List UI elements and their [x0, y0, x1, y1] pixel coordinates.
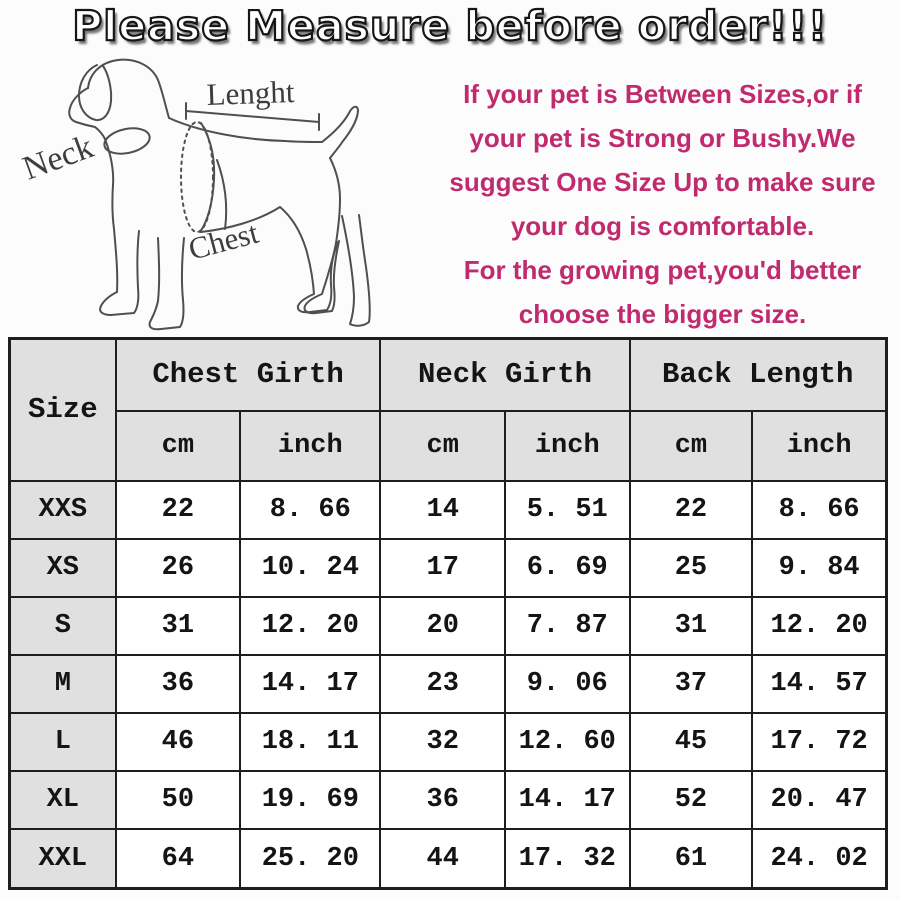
- table-unit-row: cm inch cm inch cm inch: [10, 409, 888, 482]
- value-cell: 8. 66: [239, 479, 382, 540]
- table-row: L 46 18. 11 32 12. 60 45 17. 72: [8, 712, 888, 773]
- unit-header: inch: [503, 409, 631, 482]
- value-cell: 12. 20: [239, 595, 382, 656]
- dog-measurement-diagram: Neck Lenght Chest: [18, 58, 371, 331]
- size-cell: M: [8, 653, 117, 715]
- value-cell: 17: [379, 537, 506, 598]
- page-title: Please Measure before order!!!: [71, 1, 828, 51]
- value-cell: 36: [114, 653, 242, 715]
- value-cell: 44: [379, 828, 506, 890]
- value-cell: 46: [114, 712, 242, 773]
- size-cell: XXL: [8, 828, 117, 890]
- value-cell: 23: [379, 653, 506, 715]
- dog-front-leg-far-outline: [148, 237, 185, 331]
- value-cell: 61: [628, 828, 754, 890]
- dog-rear-leg-outline: [303, 157, 341, 315]
- unit-header: cm: [628, 409, 754, 482]
- advice-line: choose the bigger size.: [518, 299, 807, 329]
- size-chart: Size Chest Girth Neck Girth Back Length …: [8, 337, 888, 890]
- value-cell: 18. 11: [239, 712, 382, 773]
- table-row: S 31 12. 20 20 7. 87 31 12. 20: [8, 595, 888, 656]
- neck-girth-header: Neck Girth: [379, 337, 631, 412]
- table-row: XXL 64 25. 20 44 17. 32 61 24. 02: [8, 828, 888, 890]
- neck-girth-loop: [103, 127, 151, 155]
- value-cell: 10. 24: [239, 537, 382, 598]
- length-label: Lenght: [206, 74, 295, 112]
- dog-belly-line: [200, 206, 281, 233]
- value-cell: 32: [379, 712, 506, 773]
- value-cell: 26: [114, 537, 242, 598]
- value-cell: 17. 32: [503, 828, 631, 890]
- value-cell: 36: [379, 770, 506, 831]
- unit-header: cm: [379, 409, 506, 482]
- dog-back-line: [168, 117, 323, 143]
- value-cell: 9. 06: [503, 653, 631, 715]
- table-row: XS 26 10. 24 17 6. 69 25 9. 84: [8, 537, 888, 598]
- size-cell: XS: [8, 537, 117, 598]
- dog-thigh-outline: [279, 206, 339, 314]
- value-cell: 5. 51: [503, 479, 631, 540]
- value-cell: 24. 02: [751, 828, 888, 890]
- dog-tail-outline: [321, 105, 359, 159]
- value-cell: 9. 84: [751, 537, 888, 598]
- size-cell: XXS: [8, 479, 117, 540]
- value-cell: 22: [628, 479, 754, 540]
- dog-rear-leg-far-outline: [341, 214, 371, 327]
- advice-line: For the growing pet,you'd better: [463, 255, 862, 285]
- size-column-header: Size: [8, 337, 117, 482]
- value-cell: 12. 20: [751, 595, 888, 656]
- length-measure-line: [185, 102, 320, 131]
- chest-girth-ellipse: [180, 121, 214, 233]
- value-cell: 6. 69: [503, 537, 631, 598]
- table-row: XL 50 19. 69 36 14. 17 52 20. 47: [8, 770, 888, 831]
- value-cell: 14. 17: [503, 770, 631, 831]
- unit-header: inch: [751, 409, 888, 482]
- chest-girth-header: Chest Girth: [114, 337, 382, 412]
- value-cell: 20: [379, 595, 506, 656]
- size-cell: XL: [8, 770, 117, 831]
- value-cell: 25: [628, 537, 754, 598]
- table-row: XXS 22 8. 66 14 5. 51 22 8. 66: [8, 479, 888, 540]
- chest-harness-line: [199, 122, 216, 233]
- dog-front-leg-outline: [99, 138, 140, 316]
- value-cell: 22: [114, 479, 242, 540]
- advice-line: suggest One Size Up to make sure: [449, 167, 876, 197]
- value-cell: 45: [628, 712, 754, 773]
- value-cell: 12. 60: [503, 712, 631, 773]
- value-cell: 17. 72: [751, 712, 888, 773]
- advice-line: If your pet is Between Sizes,or if: [463, 79, 862, 109]
- value-cell: 31: [114, 595, 242, 656]
- size-cell: L: [8, 712, 117, 773]
- value-cell: 52: [628, 770, 754, 831]
- size-cell: S: [8, 595, 117, 656]
- value-cell: 14. 17: [239, 653, 382, 715]
- dog-ear-outline: [78, 64, 113, 122]
- value-cell: 20. 47: [751, 770, 888, 831]
- value-cell: 14. 57: [751, 653, 888, 715]
- table-row: M 36 14. 17 23 9. 06 37 14. 57: [8, 653, 888, 715]
- size-chart-table: Size Chest Girth Neck Girth Back Length …: [8, 337, 888, 890]
- back-length-header: Back Length: [628, 337, 888, 412]
- value-cell: 19. 69: [239, 770, 382, 831]
- value-cell: 50: [114, 770, 242, 831]
- unit-header: inch: [239, 409, 382, 482]
- sizing-advice-text: If your pet is Between Sizes,or if your …: [425, 72, 900, 336]
- chest-label: Chest: [185, 215, 263, 267]
- table-header-row: Size Chest Girth Neck Girth Back Length: [8, 337, 888, 482]
- value-cell: 64: [114, 828, 242, 890]
- dog-head-outline: [87, 58, 170, 119]
- advice-line: your dog is comfortable.: [510, 211, 815, 241]
- value-cell: 25. 20: [239, 828, 382, 890]
- value-cell: 7. 87: [503, 595, 631, 656]
- dog-shoulder-line: [216, 159, 228, 230]
- value-cell: 14: [379, 479, 506, 540]
- value-cell: 8. 66: [751, 479, 888, 540]
- value-cell: 37: [628, 653, 754, 715]
- dog-muzzle-outline: [68, 87, 106, 140]
- neck-label: Neck: [18, 128, 98, 187]
- unit-header: cm: [114, 409, 242, 482]
- value-cell: 31: [628, 595, 754, 656]
- advice-line: your pet is Strong or Bushy.We: [469, 123, 856, 153]
